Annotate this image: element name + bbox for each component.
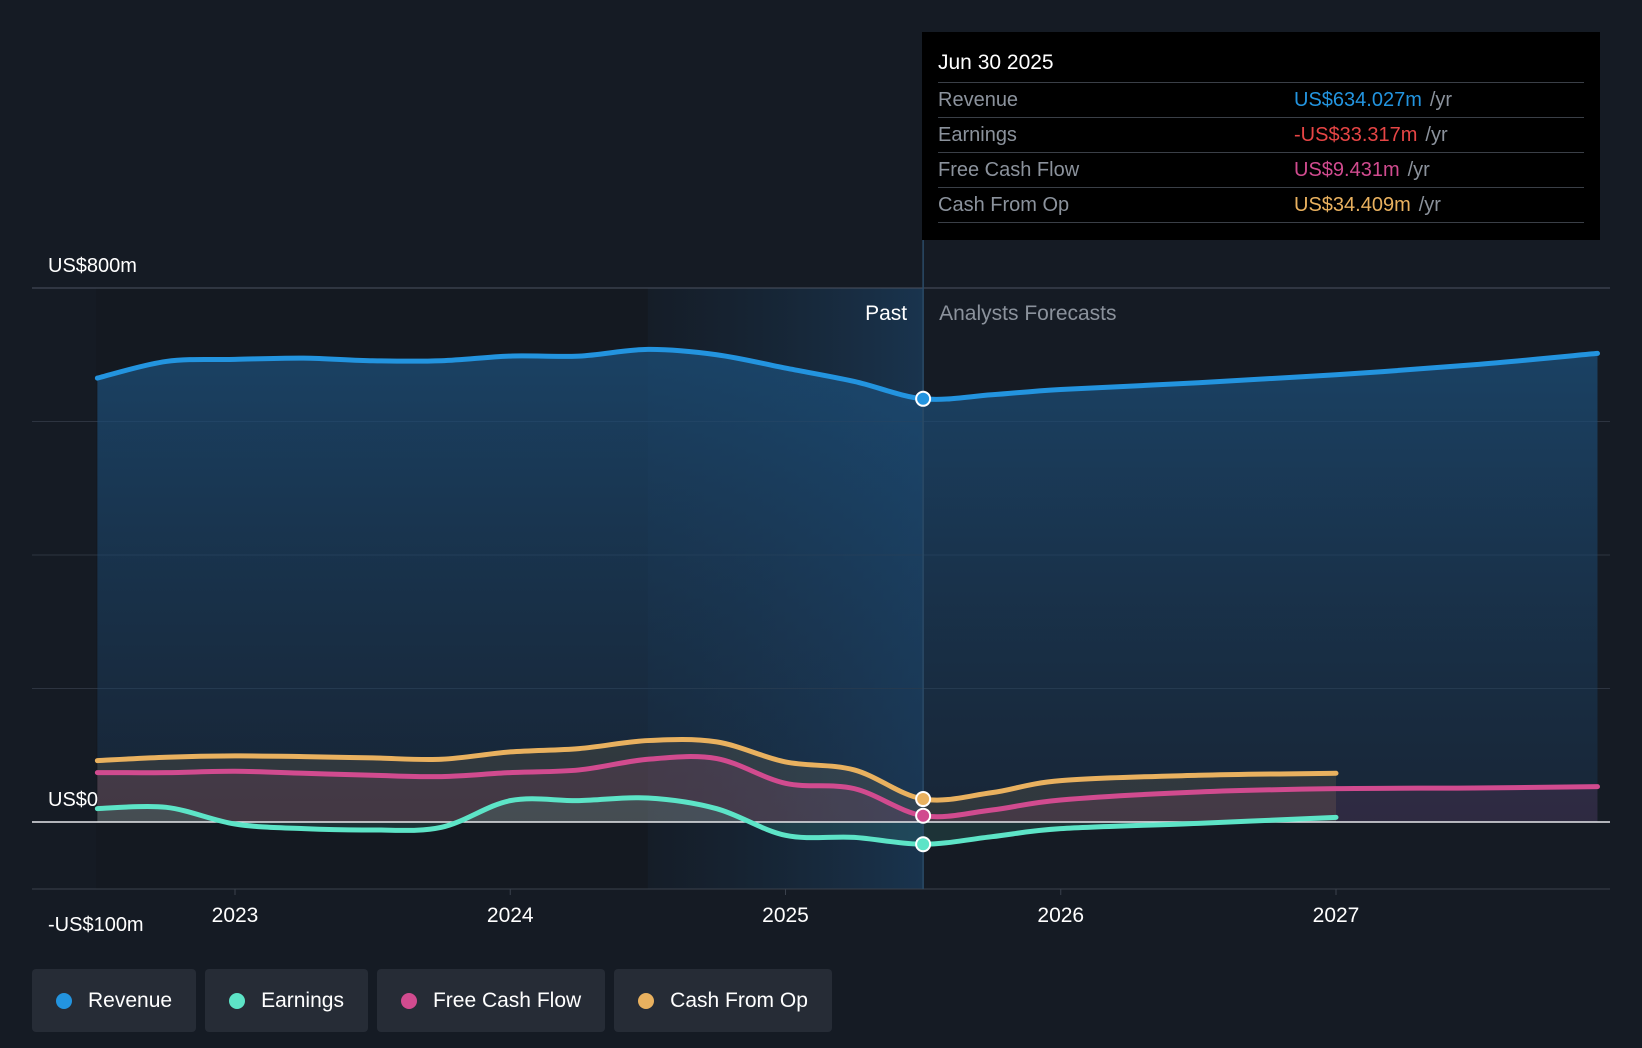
legend-label: Earnings: [261, 988, 344, 1012]
tooltip-value: US$634.027m: [1294, 89, 1422, 111]
legend: Revenue Earnings Free Cash Flow Cash Fro…: [32, 969, 832, 1032]
past-label: Past: [865, 302, 907, 325]
legend-label: Revenue: [88, 988, 173, 1012]
x-tick-label: 2025: [762, 904, 809, 927]
tooltip-panel: Jun 30 2025 Revenue US$634.027m/yr Earni…: [922, 32, 1600, 240]
tooltip-row-revenue: Revenue US$634.027m/yr: [938, 83, 1584, 118]
tooltip-label: Free Cash Flow: [938, 159, 1080, 181]
tooltip-unit: /yr: [1407, 159, 1430, 181]
revenue-dot-icon: [56, 992, 72, 1009]
tooltip-value: -US$33.317m: [1294, 124, 1418, 146]
revenue-area: [97, 349, 1598, 822]
legend-item-earnings[interactable]: Earnings: [205, 969, 368, 1032]
free-cash-flow-dot-icon: [400, 992, 417, 1009]
tooltip-label: Revenue: [938, 89, 1019, 111]
y-axis-label: US$800m: [48, 255, 137, 277]
tooltip-unit: /yr: [1418, 194, 1441, 216]
x-tick-label: 2023: [212, 904, 259, 927]
legend-item-cash-from-op[interactable]: Cash From Op: [614, 969, 832, 1032]
tooltip-label: Cash From Op: [938, 194, 1070, 216]
revenue-line: [94, 346, 1600, 402]
free-cash-flow-marker: [915, 807, 932, 824]
series-area: [97, 797, 1336, 845]
y-axis-label: -US$100m: [48, 914, 144, 936]
tooltip-row-free-cash-flow: Free Cash Flow US$9.431m/yr: [938, 153, 1584, 188]
tooltip-unit: /yr: [1429, 89, 1453, 111]
free-cash-flow-line: [94, 754, 1600, 820]
tooltip-value: US$9.431m: [1294, 159, 1400, 181]
tooltip-value: US$34.409m: [1294, 194, 1411, 216]
earnings-marker: [915, 836, 932, 853]
y-axis-label: US$0: [48, 789, 98, 811]
x-tick-label: 2024: [487, 904, 534, 927]
earnings-dot-icon: [229, 992, 246, 1009]
tooltip-unit: /yr: [1425, 124, 1448, 146]
forecast-label: Analysts Forecasts: [939, 302, 1116, 325]
earnings-line: [94, 795, 1339, 847]
legend-item-free-cash-flow[interactable]: Free Cash Flow: [376, 969, 606, 1032]
tooltip-row-earnings: Earnings -US$33.317m/yr: [938, 118, 1584, 153]
cash-from-op-marker: [915, 791, 932, 808]
legend-item-revenue[interactable]: Revenue: [32, 969, 197, 1032]
x-tick-label: 2026: [1037, 904, 1084, 927]
tooltip-label: Earnings: [938, 124, 1017, 146]
tooltip-row-cash-from-op: Cash From Op US$34.409m/yr: [938, 188, 1584, 223]
x-tick-label: 2027: [1313, 904, 1360, 927]
legend-label: Free Cash Flow: [432, 988, 582, 1012]
tooltip-date: Jun 30 2025: [938, 46, 1584, 83]
legend-label: Cash From Op: [670, 988, 808, 1012]
cash-from-op-line: [94, 736, 1339, 803]
cash-from-op-dot-icon: [638, 992, 655, 1009]
revenue-marker: [915, 390, 932, 407]
